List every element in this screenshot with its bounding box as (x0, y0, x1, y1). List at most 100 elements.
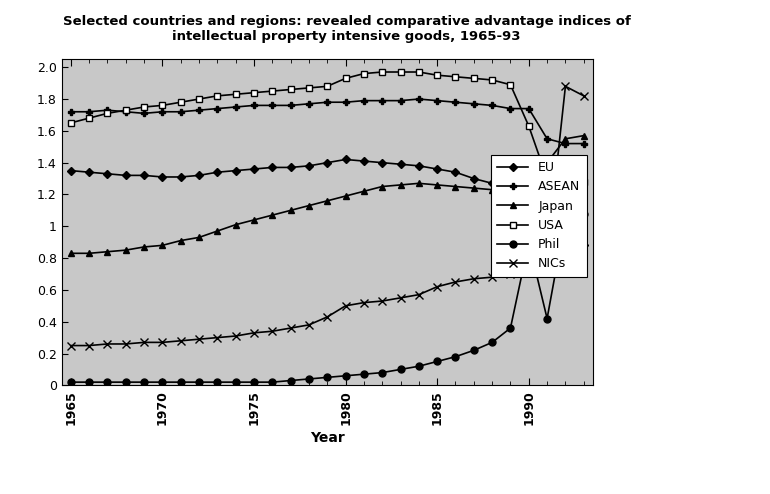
Phil (213, 379, 222, 385)
USA (66, 120, 75, 126)
USA (213, 93, 222, 99)
EU (249, 166, 259, 172)
USA (158, 102, 167, 108)
ASEAN (433, 98, 442, 104)
Japan (323, 198, 332, 204)
EU (286, 165, 295, 170)
USA (121, 107, 130, 113)
ASEAN (194, 107, 203, 113)
USA (323, 83, 332, 89)
Phil (469, 347, 478, 353)
EU (377, 160, 387, 165)
ASEAN (414, 96, 424, 102)
USA (414, 69, 424, 75)
Phil (85, 379, 94, 385)
ASEAN (524, 106, 534, 112)
NICs (176, 338, 186, 344)
Japan (304, 203, 313, 208)
ASEAN (341, 99, 350, 105)
USA (524, 123, 534, 129)
NICs (433, 284, 442, 289)
USA (469, 76, 478, 82)
EU (561, 239, 570, 245)
NICs (194, 336, 203, 342)
NICs (323, 314, 332, 320)
NICs (414, 291, 424, 297)
Line: Japan: Japan (67, 132, 588, 257)
NICs (85, 343, 94, 349)
Phil (304, 376, 313, 382)
ASEAN (85, 109, 94, 115)
EU (158, 174, 167, 180)
NICs (249, 330, 259, 336)
Japan (506, 188, 515, 194)
Phil (377, 370, 387, 375)
USA (139, 104, 149, 110)
NICs (360, 300, 369, 306)
ASEAN (231, 104, 240, 110)
Phil (561, 215, 570, 221)
Line: USA: USA (67, 69, 588, 185)
Japan (176, 238, 186, 244)
Japan (377, 184, 387, 190)
ASEAN (304, 101, 313, 107)
EU (451, 169, 460, 175)
EU (139, 172, 149, 178)
Line: ASEAN: ASEAN (67, 95, 588, 147)
Japan (268, 212, 277, 218)
Japan (249, 217, 259, 223)
USA (341, 76, 350, 82)
USA (286, 86, 295, 92)
ASEAN (158, 109, 167, 115)
Phil (158, 379, 167, 385)
Japan (469, 185, 478, 191)
NICs (524, 265, 534, 271)
EU (487, 180, 497, 186)
NICs (139, 339, 149, 345)
Japan (524, 188, 534, 194)
Phil (579, 210, 588, 216)
Text: Selected countries and regions: revealed comparative advantage indices of
intell: Selected countries and regions: revealed… (62, 15, 631, 43)
ASEAN (543, 136, 552, 142)
EU (121, 172, 130, 178)
ASEAN (396, 98, 405, 104)
EU (469, 175, 478, 181)
USA (304, 85, 313, 91)
EU (524, 188, 534, 194)
Phil (102, 379, 112, 385)
NICs (396, 295, 405, 301)
USA (85, 115, 94, 121)
NICs (231, 333, 240, 339)
Japan (451, 184, 460, 190)
USA (231, 91, 240, 97)
Japan (487, 187, 497, 193)
Legend: EU, ASEAN, Japan, USA, Phil, NICs: EU, ASEAN, Japan, USA, Phil, NICs (490, 155, 587, 277)
Japan (433, 182, 442, 188)
ASEAN (360, 98, 369, 104)
EU (102, 171, 112, 177)
Phil (506, 325, 515, 331)
ASEAN (451, 99, 460, 105)
EU (85, 169, 94, 175)
ASEAN (579, 141, 588, 147)
EU (213, 169, 222, 175)
Phil (396, 367, 405, 372)
ASEAN (323, 99, 332, 105)
EU (506, 185, 515, 191)
USA (506, 82, 515, 88)
Phil (66, 379, 75, 385)
EU (268, 165, 277, 170)
Phil (323, 374, 332, 380)
Phil (451, 354, 460, 360)
Japan (194, 235, 203, 241)
Japan (543, 160, 552, 165)
NICs (102, 341, 112, 347)
ASEAN (487, 102, 497, 108)
USA (194, 96, 203, 102)
X-axis label: Year: Year (310, 431, 345, 445)
ASEAN (377, 98, 387, 104)
Phil (121, 379, 130, 385)
ASEAN (176, 109, 186, 115)
ASEAN (286, 102, 295, 108)
Japan (579, 133, 588, 139)
